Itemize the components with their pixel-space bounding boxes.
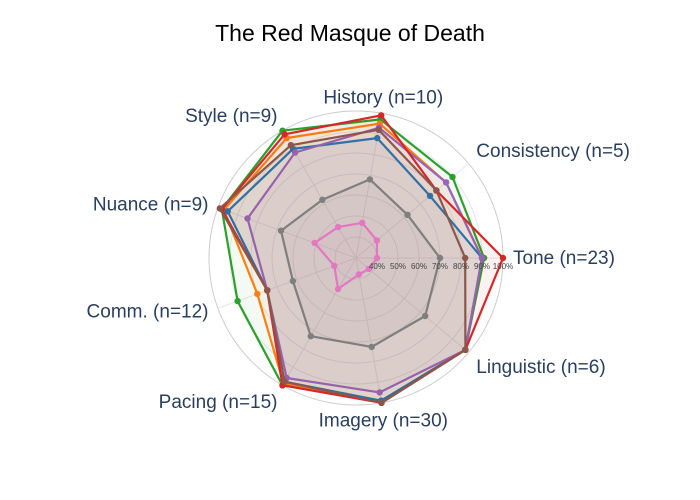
axis-label: Style (n=9) [185,106,277,127]
series-6-point [375,126,382,133]
series-7-point [319,196,326,203]
series-8-point [331,262,338,270]
axis-label: Tone (n=23) [513,248,615,269]
radial-tick-label: 100% [493,262,513,271]
series-5-point [378,112,385,119]
series-7-point [404,211,411,218]
series-7-point [368,343,375,351]
series-8-line [313,221,379,290]
series-7-point [289,277,297,285]
axis-label: Imagery (n=30) [319,411,448,432]
chart-title: The Red Masque of Death [215,20,485,46]
series-6-point [462,346,469,353]
series-8-point [311,239,318,247]
grid-spoke [282,257,357,386]
series-4-point [244,215,251,222]
series-6-line [218,128,467,404]
series-4-point [291,149,299,156]
series-1-point [449,173,456,181]
radar-series [216,112,507,406]
series-4-point [442,179,450,186]
radial-tick-label: 90% [474,262,490,271]
radial-tick-label: 60% [411,262,427,271]
series-7-point [366,176,374,183]
series-6-point [462,254,469,262]
series-7-point [422,312,429,320]
series-7-point [307,333,314,340]
series-8-point [355,271,363,278]
series-4-point [376,389,383,396]
series-7-point [436,254,444,262]
axis-label: Nuance (n=9) [93,194,209,215]
series-8-point [373,237,381,244]
series-3-point [374,134,381,142]
series-2-point [254,290,261,298]
axis-label: Pacing (n=15) [159,392,278,413]
radial-tick-label: 80% [453,262,469,271]
grid-spoke [355,257,469,353]
series-8-point [334,223,342,231]
series-7-line [279,178,442,348]
grid-spoke [355,257,383,403]
series-7-point [277,227,285,234]
series-1-point [234,297,241,305]
series-4-point [478,254,486,262]
series-8-point [373,254,381,262]
axis-label: Comm. (n=12) [87,302,209,323]
radar-labels: 40% 50% 60% 70% 80% 90% 100% Tone (n=23) Consist… [87,87,630,431]
series-8-point [334,285,342,293]
series-5-point [281,131,288,138]
series-8-point [365,265,373,272]
radial-tick-label: 70% [432,262,448,271]
series-3-point [426,192,434,200]
axis-label: Linguistic (n=6) [476,357,605,378]
series-4-line [246,126,484,394]
series-6-point [378,399,385,406]
series-6-point [264,287,271,294]
series-6-point [433,187,440,194]
axis-label: Consistency (n=5) [476,141,630,162]
series-5-point [499,254,507,262]
series-3-point [224,208,231,215]
grid-spoke [217,207,357,259]
series-6-point [281,378,288,385]
radial-tick-label: 40% [369,262,385,271]
axis-label: History (n=10) [323,87,443,108]
series-8-point [359,219,366,226]
series-6-point [216,205,223,212]
series-6-point [287,142,295,149]
radial-tick-label: 50% [390,262,406,271]
